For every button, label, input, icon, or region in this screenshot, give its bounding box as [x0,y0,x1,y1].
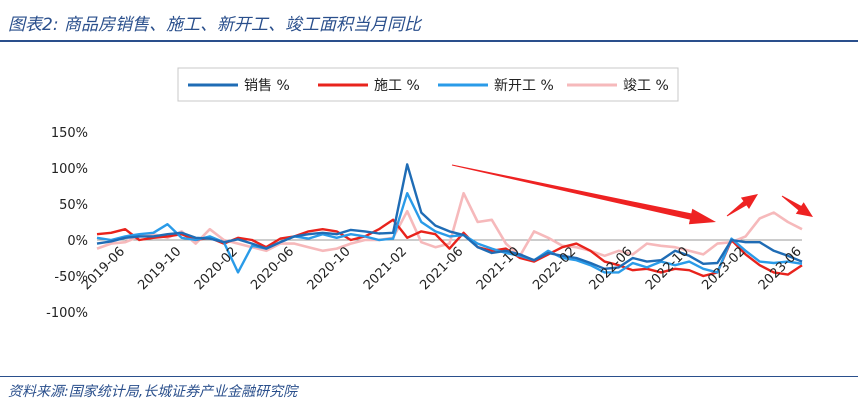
legend-label-3: 竣工 % [623,78,669,94]
x-tick-label: 2021-06 [417,244,466,293]
header-divider [0,40,858,42]
legend-label-2: 新开工 % [494,78,554,94]
footer-divider [0,376,858,377]
arrow-annotation [781,195,813,217]
y-tick-label: 150% [51,126,88,141]
series-layer [96,163,803,278]
x-tick-label: 2020-06 [248,244,297,293]
legend-label-0: 销售 % [244,78,290,94]
x-tick-label: 2019-06 [79,244,128,293]
chart-title: 图表2: 商品房销售、施工、新开工、竣工面积当月同比 [8,15,421,35]
series-line-3 [96,191,803,258]
chart: 销售 % 施工 % 新开工 % 竣工 % -100% -50% 0% 50% 100% 150%… [46,67,813,321]
x-tick-label: 2021-02 [361,244,410,293]
arrow-annotations [451,164,813,225]
y-tick-label: 100% [51,162,88,177]
legend: 销售 % 施工 % 新开工 % 竣工 % [177,67,679,102]
series-line-2 [96,191,803,274]
y-tick-label: 0% [67,234,88,249]
series-line-0 [96,163,803,271]
source-note: 资料来源:国家统计局,长城证券产业金融研究院 [8,384,298,400]
y-tick-label: -100% [46,306,88,321]
x-tick-label: 2020-10 [305,244,354,293]
y-tick-label: -50% [54,270,88,285]
x-tick-label: 2019-10 [135,244,184,293]
legend-label-1: 施工 % [374,78,420,94]
arrow-annotation [451,164,716,225]
y-tick-label: 50% [59,198,88,213]
arrow-annotation [726,194,758,217]
x-tick-label: 2020-02 [192,244,241,293]
y-axis: -100% -50% 0% 50% 100% 150% [46,126,88,321]
